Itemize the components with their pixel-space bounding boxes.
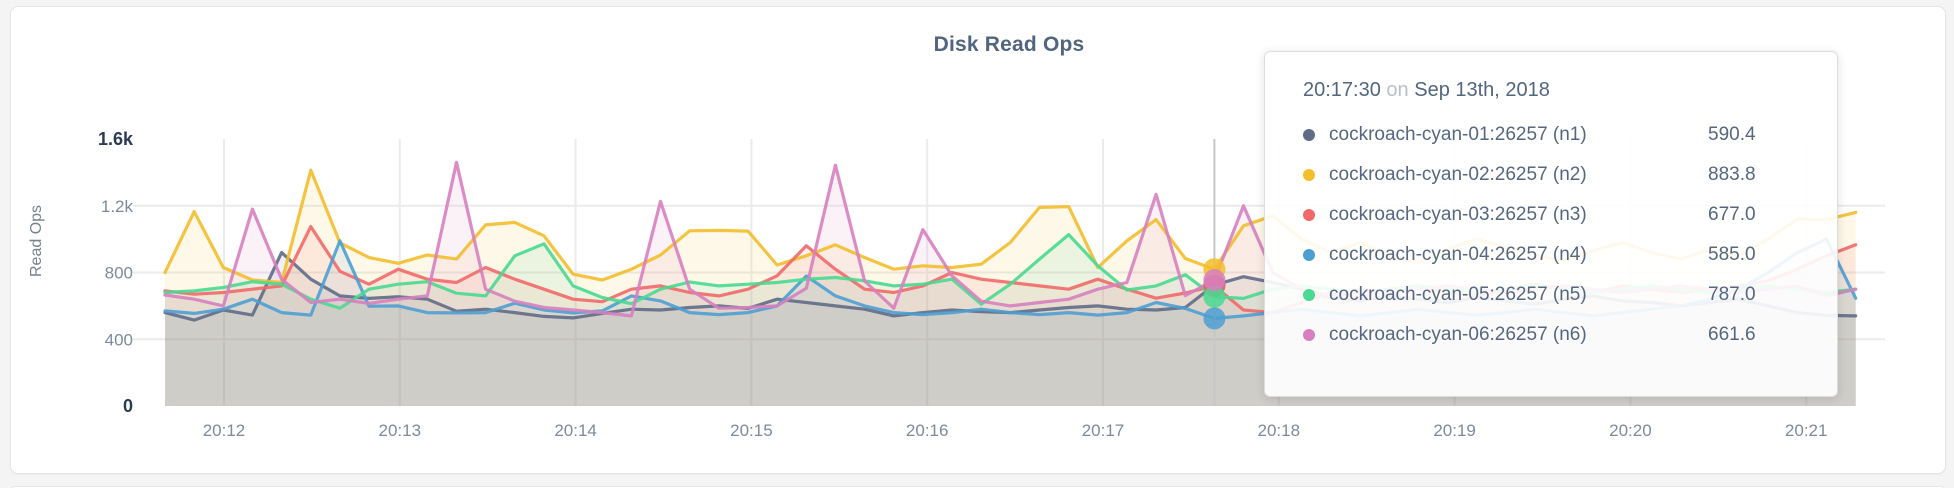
x-tick-label: 20:18 [1258,421,1301,440]
series-value: 590.4 [1708,124,1756,145]
series-color-dot [1303,249,1315,261]
tooltip-row: cockroach-cyan-06:26257 (n6) 661.6 [1303,315,1837,355]
series-value: 787.0 [1708,284,1756,305]
x-tick-label: 20:16 [906,421,949,440]
x-tick-label: 20:19 [1433,421,1476,440]
x-tick-label: 20:15 [730,421,773,440]
x-tick-label: 20:13 [379,421,422,440]
series-name: cockroach-cyan-06:26257 (n6) [1329,324,1587,345]
series-value: 661.6 [1708,324,1756,345]
x-tick-label: 20:14 [554,421,597,440]
x-tick-label: 20:12 [203,421,246,440]
tooltip-rows: cockroach-cyan-01:26257 (n1) 590.4 cockroa… [1303,115,1837,355]
x-tick-label: 20:17 [1082,421,1125,440]
tooltip-row: cockroach-cyan-01:26257 (n1) 590.4 [1303,115,1837,155]
tooltip-row: cockroach-cyan-05:26257 (n5) 787.0 [1303,275,1837,315]
tooltip-row: cockroach-cyan-04:26257 (n4) 585.0 [1303,235,1837,275]
series-value: 585.0 [1708,244,1756,265]
chart-hover-tooltip: 20:17:30 on Sep 13th, 2018 cockroach-cya… [1264,51,1838,397]
y-tick-label: 0 [123,396,133,416]
series-value: 677.0 [1708,204,1756,225]
hover-dot-n6 [1203,269,1226,291]
series-name: cockroach-cyan-04:26257 (n4) [1329,244,1587,265]
tooltip-time: 20:17:30 [1303,79,1381,101]
hover-dot-n5 [1203,285,1226,308]
y-tick-label: 400 [105,330,133,349]
series-color-dot [1303,169,1315,181]
y-tick-label: 1.2k [101,197,134,216]
tooltip-row: cockroach-cyan-03:26257 (n3) 677.0 [1303,195,1837,235]
tooltip-timestamp: 20:17:30 on Sep 13th, 2018 [1303,79,1837,102]
hover-dot-n4 [1203,307,1226,330]
x-tick-label: 20:21 [1785,421,1828,440]
x-tick-label: 20:20 [1609,421,1652,440]
series-name: cockroach-cyan-05:26257 (n5) [1329,284,1587,305]
y-tick-label: 1.6k [98,129,134,149]
series-name: cockroach-cyan-03:26257 (n3) [1329,204,1587,225]
y-tick-label: 800 [105,264,133,283]
tooltip-date: Sep 13th, 2018 [1414,79,1550,101]
chart-title: Disk Read Ops [933,33,1085,56]
series-color-dot [1303,209,1315,221]
series-color-dot [1303,289,1315,301]
series-color-dot [1303,329,1315,341]
tooltip-row: cockroach-cyan-02:26257 (n2) 883.8 [1303,155,1837,195]
series-name: cockroach-cyan-02:26257 (n2) [1329,164,1587,185]
series-value: 883.8 [1708,164,1756,185]
series-color-dot [1303,129,1315,141]
series-name: cockroach-cyan-01:26257 (n1) [1329,124,1587,145]
tooltip-on-word: on [1386,79,1409,101]
